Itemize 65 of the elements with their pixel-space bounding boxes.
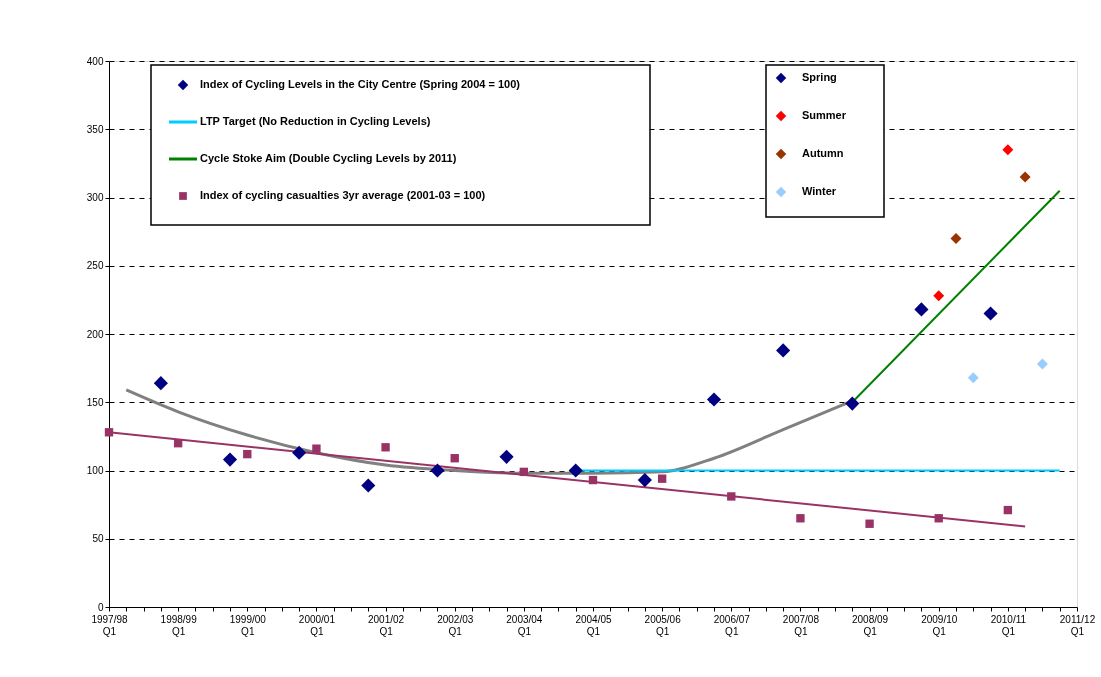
point bbox=[934, 514, 943, 523]
point bbox=[845, 396, 860, 411]
point bbox=[1003, 505, 1013, 515]
y-tick-label: 400 bbox=[86, 55, 104, 67]
point bbox=[430, 463, 445, 478]
y-tick-label: 0 bbox=[97, 601, 104, 613]
x-tick-label: 1999/00 Q1 bbox=[229, 613, 267, 637]
y-tick-label: 50 bbox=[92, 533, 104, 545]
point bbox=[361, 478, 376, 493]
point bbox=[568, 463, 583, 478]
x-tick-label: 2007/08 Q1 bbox=[782, 613, 820, 637]
point bbox=[1002, 144, 1014, 156]
x-tick-label: 2002/03 Q1 bbox=[437, 613, 474, 637]
x-tick-label: 2004/05 Q1 bbox=[575, 613, 613, 637]
x-tick-label: 2006/07 Q1 bbox=[713, 613, 751, 637]
point bbox=[706, 392, 722, 407]
y-tick-label: 300 bbox=[86, 192, 104, 203]
legend-label: Index of cycling casualties 3yr average (2001-03 = 100) bbox=[200, 189, 486, 201]
point bbox=[519, 467, 529, 477]
point bbox=[450, 454, 459, 463]
x-tick-label: 2003/04 Q1 bbox=[506, 613, 543, 637]
point bbox=[637, 472, 652, 488]
x-tick-label: 1997/98 Q1 bbox=[91, 613, 129, 637]
x-tick-label: 2000/01 Q1 bbox=[298, 613, 336, 637]
point bbox=[588, 475, 598, 485]
point bbox=[499, 449, 514, 464]
point bbox=[1019, 171, 1031, 183]
point bbox=[796, 514, 805, 523]
point bbox=[381, 443, 390, 452]
legend-label: LTP Target (No Reduction in Cycling Levels) bbox=[200, 115, 431, 127]
x-tick-label: 2011/12 Q1 bbox=[1059, 613, 1096, 637]
point bbox=[967, 372, 979, 384]
legend-label: Spring bbox=[802, 71, 837, 83]
point bbox=[657, 474, 667, 483]
point bbox=[865, 519, 874, 528]
point bbox=[222, 452, 238, 467]
point bbox=[1036, 358, 1048, 370]
point bbox=[776, 343, 791, 358]
x-tick-label: 2009/10 Q1 bbox=[921, 613, 958, 637]
y-tick-label: 100 bbox=[86, 465, 104, 476]
legend-label: Winter bbox=[802, 185, 837, 197]
x-tick-label: 2001/02 Q1 bbox=[367, 613, 405, 637]
point bbox=[243, 449, 252, 459]
legend-label: Index of Cycling Levels in the City Centre (Spring 2004 = 100) bbox=[200, 78, 521, 90]
point bbox=[914, 302, 929, 317]
point bbox=[104, 428, 114, 437]
point bbox=[727, 492, 736, 501]
point bbox=[153, 376, 168, 391]
point bbox=[292, 445, 307, 460]
legend-label: Summer bbox=[802, 109, 847, 121]
y-tick-label: 200 bbox=[86, 328, 104, 340]
legend-label: Autumn bbox=[802, 147, 844, 159]
x-tick-label: 2008/09 Q1 bbox=[851, 613, 889, 637]
x-tick-label: 1998/99 Q1 bbox=[160, 613, 198, 637]
point bbox=[933, 290, 945, 302]
point bbox=[312, 444, 321, 453]
point bbox=[173, 439, 183, 448]
x-tick-label: 2005/06 Q1 bbox=[644, 613, 682, 637]
point bbox=[950, 232, 962, 244]
y-tick-label: 150 bbox=[86, 396, 104, 408]
point bbox=[983, 306, 998, 321]
y-tick-label: 250 bbox=[86, 260, 104, 272]
legend-label: Cycle Stoke Aim (Double Cycling Levels by 2011) bbox=[200, 152, 457, 164]
x-tick-label: 2010/11 Q1 bbox=[990, 613, 1027, 637]
y-tick-label: 350 bbox=[86, 123, 104, 135]
